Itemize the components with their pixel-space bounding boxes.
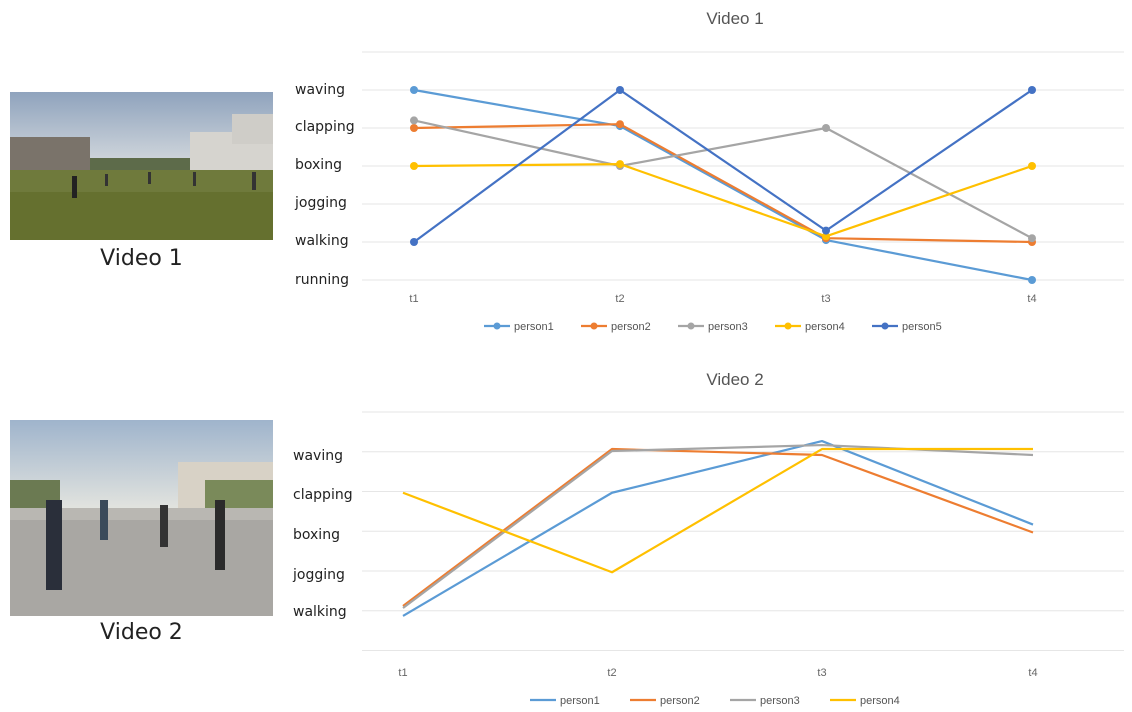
data-point xyxy=(410,116,418,125)
legend-marker xyxy=(784,322,792,330)
chart-2: Video 2 walking jogging boxing clapping wavin… xyxy=(292,370,1124,707)
x-tick-label: t4 xyxy=(1028,667,1037,679)
legend-marker xyxy=(493,322,501,330)
series-line-person3 xyxy=(413,119,1033,240)
data-point xyxy=(410,86,418,94)
y-tick-label: waving xyxy=(295,82,345,98)
legend-label: person2 xyxy=(611,321,651,333)
y-tick-label: boxing xyxy=(293,527,340,543)
legend-marker xyxy=(590,322,598,330)
series-line-person4 xyxy=(402,447,1033,574)
x-tick-label: t2 xyxy=(607,667,616,679)
series-line-person5 xyxy=(413,88,1033,243)
series-line-person2 xyxy=(413,123,1033,244)
legend-marker xyxy=(687,322,695,330)
y-tick-label: boxing xyxy=(295,157,342,173)
y-tick-label: walking xyxy=(293,604,347,620)
data-point xyxy=(616,86,624,94)
y-tick-label: waving xyxy=(293,448,343,464)
data-point xyxy=(822,226,830,235)
data-point xyxy=(410,124,418,132)
legend-label: person3 xyxy=(760,695,800,707)
y-tick-label: clapping xyxy=(293,487,353,503)
y-tick-label: running xyxy=(295,272,349,288)
series-line-person1 xyxy=(402,439,1034,617)
legend-label: person1 xyxy=(514,321,554,333)
legend-label: person5 xyxy=(902,321,942,333)
legend-label: person4 xyxy=(805,321,845,333)
x-tick-label: t2 xyxy=(615,293,624,305)
x-tick-label: t1 xyxy=(398,667,407,679)
video1-thumbnail xyxy=(10,92,273,240)
legend-item-person4: person4 xyxy=(775,321,845,333)
legend-item-person4: person4 xyxy=(830,695,900,707)
legend-label: person2 xyxy=(660,695,700,707)
x-tick-label: t3 xyxy=(821,293,830,305)
series-line-person2 xyxy=(402,447,1034,607)
chart-title: Video 1 xyxy=(706,9,763,28)
y-tick-label: walking xyxy=(295,233,349,249)
legend-item-person2: person2 xyxy=(581,321,651,333)
legend-label: person3 xyxy=(708,321,748,333)
x-tick-label: t4 xyxy=(1027,293,1036,305)
legend-item-person1: person1 xyxy=(484,321,554,333)
video2-caption: Video 2 xyxy=(100,620,183,645)
legend-label: person4 xyxy=(860,695,900,707)
data-point xyxy=(1028,86,1036,94)
y-tick-label: clapping xyxy=(295,119,355,135)
legend-marker xyxy=(881,322,889,330)
data-point xyxy=(1028,276,1036,284)
y-tick-label: jogging xyxy=(294,195,347,211)
video1-caption: Video 1 xyxy=(100,246,183,271)
data-point xyxy=(616,160,624,169)
chart-1: Video 1 running walking jogging boxing clappi… xyxy=(294,9,1124,333)
data-point xyxy=(410,238,418,246)
data-point xyxy=(1028,162,1036,170)
chart-title: Video 2 xyxy=(706,370,763,389)
legend-item-person3: person3 xyxy=(730,695,800,707)
legend-item-person1: person1 xyxy=(530,695,600,707)
y-tick-label: jogging xyxy=(292,567,345,583)
legend-label: person1 xyxy=(560,695,600,707)
x-tick-label: t3 xyxy=(817,667,826,679)
data-point xyxy=(1028,234,1036,243)
data-point xyxy=(822,124,830,132)
data-point xyxy=(410,162,418,170)
data-point xyxy=(616,120,624,129)
legend-item-person3: person3 xyxy=(678,321,748,333)
video2-thumbnail xyxy=(10,420,273,616)
legend-item-person5: person5 xyxy=(872,321,942,333)
x-tick-label: t1 xyxy=(409,293,418,305)
data-point xyxy=(822,232,830,241)
legend-item-person2: person2 xyxy=(630,695,700,707)
series-line-person3 xyxy=(402,443,1034,609)
series-line-person1 xyxy=(413,88,1033,282)
